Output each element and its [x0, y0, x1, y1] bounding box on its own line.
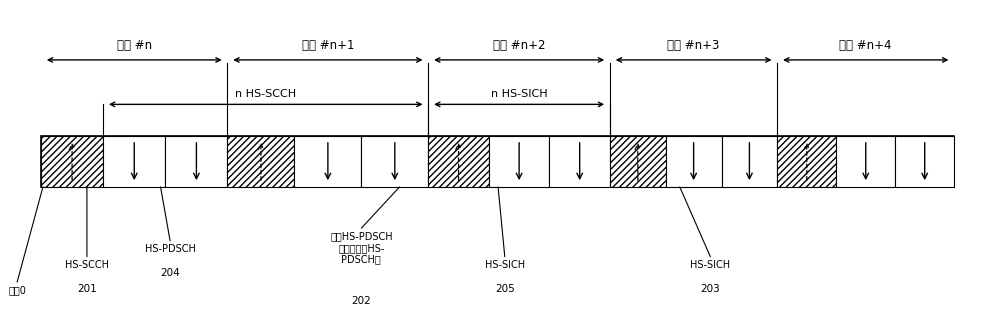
Text: 202: 202: [351, 297, 371, 307]
Text: 203: 203: [700, 284, 720, 294]
Bar: [227, 136, 294, 187]
Bar: [41, 136, 103, 187]
Text: 子帧 #n: 子帧 #n: [117, 39, 152, 52]
Text: HS-SICH: HS-SICH: [690, 260, 730, 270]
Bar: [777, 136, 836, 187]
Text: 子帧 #n+4: 子帧 #n+4: [839, 39, 892, 52]
Bar: [722, 136, 777, 187]
Bar: [165, 136, 227, 187]
Bar: [895, 136, 954, 187]
Bar: [489, 136, 549, 187]
Bar: [428, 136, 489, 187]
Text: HS-SCCH: HS-SCCH: [65, 260, 109, 270]
Text: 201: 201: [77, 284, 97, 294]
Bar: [294, 136, 361, 187]
Bar: [361, 136, 428, 187]
Text: n HS-SICH: n HS-SICH: [491, 89, 547, 99]
Text: 205: 205: [495, 284, 515, 294]
Bar: [41, 136, 954, 187]
Bar: [103, 136, 165, 187]
Text: HS-PDSCH: HS-PDSCH: [145, 244, 196, 254]
Text: 首个HS-PDSCH
（最后一个HS-
PDSCH）: 首个HS-PDSCH （最后一个HS- PDSCH）: [330, 231, 393, 265]
Text: 时隙0: 时隙0: [8, 285, 26, 295]
Bar: [836, 136, 895, 187]
Text: 子帧 #n+2: 子帧 #n+2: [493, 39, 545, 52]
Bar: [610, 136, 666, 187]
Text: HS-SICH: HS-SICH: [485, 260, 525, 270]
Text: 子帧 #n+1: 子帧 #n+1: [302, 39, 354, 52]
Text: 子帧 #n+3: 子帧 #n+3: [667, 39, 720, 52]
Bar: [666, 136, 722, 187]
Bar: [549, 136, 610, 187]
Text: 204: 204: [160, 268, 180, 278]
Text: n HS-SCCH: n HS-SCCH: [235, 89, 296, 99]
